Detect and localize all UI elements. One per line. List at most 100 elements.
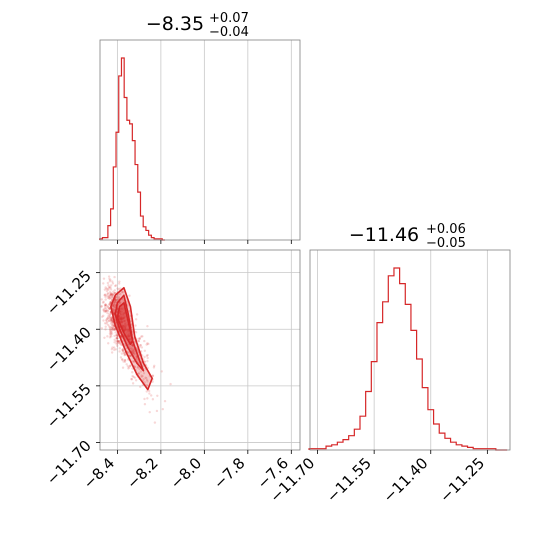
- scatter-point: [116, 344, 119, 348]
- scatter-point: [111, 282, 115, 285]
- scatter-point: [122, 360, 125, 363]
- scatter-point: [108, 297, 111, 300]
- scatter-point: [117, 288, 121, 291]
- scatter-point: [123, 322, 127, 326]
- scatter-point: [132, 352, 135, 355]
- scatter-point: [127, 367, 130, 370]
- scatter-point: [108, 332, 112, 335]
- scatter-point: [122, 317, 125, 320]
- scatter-point: [144, 376, 147, 379]
- scatter-point: [104, 310, 108, 313]
- scatter-point: [120, 310, 123, 313]
- scatter-point: [109, 331, 113, 334]
- scatter-point: [122, 351, 126, 354]
- scatter-point: [113, 284, 117, 288]
- scatter-point: [107, 295, 110, 298]
- scatter-point: [121, 324, 124, 328]
- scatter-point: [123, 326, 127, 329]
- scatter-point: [120, 316, 123, 319]
- scatter-point: [122, 309, 126, 312]
- scatter-point: [108, 285, 111, 289]
- scatter-point: [104, 286, 107, 289]
- scatter-point: [146, 324, 149, 328]
- scatter-point: [106, 317, 109, 320]
- scatter-point: [123, 311, 126, 315]
- scatter-point: [128, 354, 131, 357]
- scatter-point: [110, 335, 113, 338]
- scatter-point: [110, 293, 113, 296]
- scatter-point: [109, 294, 112, 297]
- scatter-point: [111, 321, 114, 324]
- scatter-point: [105, 294, 109, 297]
- scatter-point: [125, 331, 128, 335]
- scatter-point: [132, 351, 135, 354]
- scatter-point: [113, 302, 116, 305]
- scatter-point: [111, 294, 115, 297]
- scatter-point: [140, 346, 144, 349]
- scatter-point: [123, 326, 127, 330]
- scatter-point: [109, 286, 112, 289]
- scatter-point: [104, 310, 107, 313]
- scatter-point: [124, 328, 127, 331]
- scatter-point: [124, 314, 127, 318]
- scatter-point: [107, 342, 110, 345]
- scatter-point: [107, 292, 110, 295]
- scatter-point: [109, 317, 112, 321]
- scatter-point: [107, 316, 110, 319]
- scatter-point: [109, 290, 112, 294]
- scatter-point: [112, 304, 116, 308]
- scatter-point: [112, 324, 115, 327]
- scatter-point: [102, 314, 105, 317]
- scatter-point: [142, 378, 145, 381]
- scatter-point: [111, 346, 114, 349]
- scatter-point: [104, 325, 107, 328]
- x-tick-label: −7.8: [210, 454, 248, 492]
- scatter-point: [109, 318, 113, 322]
- scatter-point: [119, 293, 122, 296]
- scatter-point: [110, 330, 113, 334]
- scatter-point: [143, 355, 146, 359]
- scatter-point: [108, 325, 111, 328]
- scatter-point: [155, 409, 159, 413]
- scatter-point: [132, 348, 136, 352]
- scatter-point: [145, 354, 149, 358]
- scatter-point: [134, 318, 138, 321]
- scatter-point: [108, 295, 111, 299]
- scatter-point: [119, 320, 123, 324]
- scatter-point: [140, 374, 143, 377]
- scatter-point: [112, 309, 115, 312]
- scatter-point: [131, 382, 135, 385]
- scatter-point: [139, 344, 142, 347]
- scatter-point: [103, 293, 106, 297]
- scatter-point: [108, 330, 112, 333]
- scatter-point: [141, 374, 144, 378]
- scatter-point: [139, 370, 143, 373]
- scatter-point: [129, 354, 132, 357]
- scatter-point: [112, 290, 115, 293]
- scatter-point: [119, 318, 123, 321]
- scatter-point: [102, 319, 105, 322]
- scatter-point: [146, 359, 149, 363]
- hist-panel-y: −11.70 −11.55 −11.40 −11.25 −11.46 +0.06 −0…: [266, 222, 511, 506]
- scatter-point: [125, 323, 129, 327]
- hist-x-ticks: [116, 240, 292, 244]
- scatter-point: [116, 336, 119, 339]
- scatter-point: [104, 303, 107, 306]
- scatter-point: [169, 382, 172, 386]
- scatter-point: [137, 372, 141, 375]
- scatter-point: [126, 350, 130, 354]
- scatter-point: [118, 342, 122, 345]
- scatter-point: [110, 316, 113, 320]
- scatter-point: [118, 280, 121, 283]
- scatter-point: [118, 318, 122, 321]
- scatter-point: [113, 302, 116, 306]
- scatter-point: [110, 325, 113, 329]
- hist-panel-x: −8.35 +0.07 −0.04: [99, 11, 301, 244]
- scatter-point: [130, 343, 134, 347]
- scatter-point: [105, 289, 109, 293]
- tick-label: −11.25: [436, 454, 488, 506]
- scatter-point: [153, 364, 156, 367]
- scatter-point: [106, 323, 110, 327]
- scatter-point: [146, 353, 149, 357]
